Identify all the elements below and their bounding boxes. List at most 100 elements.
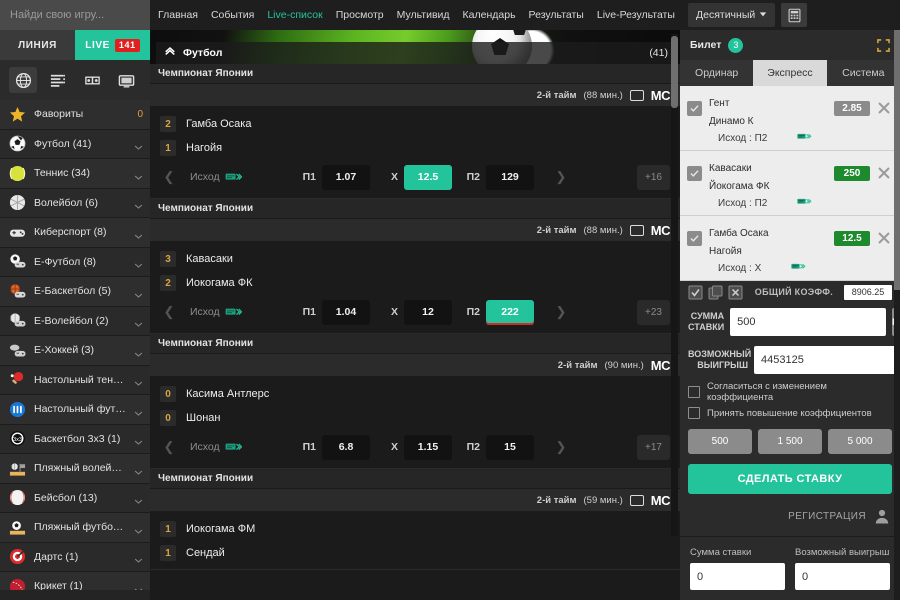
quick-amount-button-1[interactable]: 1 500: [758, 429, 822, 454]
sidebar-item-12[interactable]: Пляжный волейбол ...: [0, 454, 150, 484]
center-scrollbar-thumb[interactable]: [671, 36, 678, 108]
odds-button[interactable]: 1.07: [322, 164, 370, 190]
odds-next-button[interactable]: ❯: [555, 304, 567, 319]
match-row[interactable]: 1 Иокогама ФМ 1 Сендай: [150, 511, 680, 570]
odds-next-button[interactable]: ❯: [555, 169, 567, 184]
search-input[interactable]: [10, 9, 152, 21]
odds-button[interactable]: 12: [404, 299, 452, 325]
sidebar-item-8[interactable]: Е-Хоккей (3): [0, 336, 150, 366]
nav-item-0[interactable]: Главная: [158, 9, 198, 21]
nav-item-3[interactable]: Просмотр: [335, 9, 384, 21]
nav-item-2[interactable]: Live-список: [267, 9, 323, 21]
betslip-tab-2[interactable]: Система: [826, 60, 900, 86]
nav-item-7[interactable]: Live-Результаты: [596, 9, 675, 21]
more-markets-button[interactable]: +17: [637, 434, 670, 460]
match-row[interactable]: 2 Гамба Осака 1 Нагойя ❮ Исход П1 1.07 X 12.5 П2 12…: [150, 106, 680, 199]
betslip-tab-0[interactable]: Ординар: [680, 60, 754, 86]
sidebar-item-7[interactable]: Е-Волейбол (2): [0, 306, 150, 336]
sidebar-item-1[interactable]: Футбол (41): [0, 129, 150, 159]
chevron-down-icon[interactable]: [134, 139, 143, 151]
chevron-down-icon[interactable]: [134, 257, 143, 269]
odds-button[interactable]: 15: [486, 434, 534, 460]
bottom-stake-input[interactable]: [690, 563, 785, 590]
chevron-down-icon[interactable]: [134, 198, 143, 210]
sidebar-item-16[interactable]: Крикет (1): [0, 572, 150, 590]
sidebar-item-2[interactable]: Теннис (34): [0, 159, 150, 189]
stake-input[interactable]: [730, 308, 887, 336]
sidebar-item-3[interactable]: Волейбол (6): [0, 188, 150, 218]
win-input[interactable]: [754, 346, 900, 374]
tab-live[interactable]: LIVE 141: [75, 30, 150, 60]
expand-icon[interactable]: [877, 38, 890, 52]
sidebar-item-0[interactable]: Фавориты 0: [0, 100, 150, 130]
bet-checkbox[interactable]: [687, 101, 702, 116]
right-scrollbar[interactable]: [894, 30, 900, 600]
chevron-down-icon[interactable]: [134, 552, 143, 564]
bet-checkbox[interactable]: [687, 166, 702, 181]
accept-odds-change-row[interactable]: Согласиться с изменением коэффициента: [680, 379, 900, 405]
chevron-down-icon[interactable]: [134, 228, 143, 239]
chevron-down-icon[interactable]: [134, 523, 143, 534]
remove-bet-icon[interactable]: [876, 100, 892, 121]
odds-prev-button[interactable]: ❮: [163, 169, 175, 184]
place-bet-button[interactable]: СДЕЛАТЬ СТАВКУ: [688, 464, 892, 494]
sidebar-item-13[interactable]: Бейсбол (13): [0, 483, 150, 513]
tabletennis-icon[interactable]: [78, 67, 106, 93]
odds-button[interactable]: 222: [486, 299, 534, 325]
tab-line[interactable]: ЛИНИЯ: [0, 30, 75, 60]
tv-icon[interactable]: [629, 89, 644, 101]
tv-icon[interactable]: [629, 494, 644, 506]
accept-odds-increase-row[interactable]: Принять повышение коэффициентов: [680, 405, 900, 421]
odds-prev-button[interactable]: ❮: [163, 304, 175, 319]
odds-prev-button[interactable]: ❮: [163, 439, 175, 454]
registration-link[interactable]: РЕГИСТРАЦИЯ: [788, 510, 866, 522]
calculator-icon[interactable]: [781, 3, 808, 27]
remove-bet-icon[interactable]: [876, 165, 892, 186]
sidebar-item-15[interactable]: Дартс (1): [0, 542, 150, 572]
match-row[interactable]: 3 Кавасаки 2 Иокогама ФК ❮ Исход П1 1.04 X 12 П2 22…: [150, 241, 680, 334]
nav-item-5[interactable]: Календарь: [462, 9, 516, 21]
sidebar-item-5[interactable]: Е-Футбол (8): [0, 247, 150, 277]
nav-item-4[interactable]: Мультивид: [396, 9, 450, 21]
select-all-icon[interactable]: [688, 285, 703, 300]
chevron-down-icon[interactable]: [134, 405, 143, 416]
odds-button[interactable]: 12.5: [404, 164, 452, 190]
betslip-tab-1[interactable]: Экспресс: [753, 60, 827, 86]
bottom-win-input[interactable]: [795, 563, 890, 590]
chevron-down-icon[interactable]: [134, 375, 143, 387]
chevron-down-icon[interactable]: [134, 434, 143, 446]
sidebar-item-9[interactable]: Настольный теннис ...: [0, 365, 150, 395]
nav-item-1[interactable]: События: [210, 9, 255, 21]
odds-format-select[interactable]: Десятичный: [688, 3, 776, 27]
chevron-down-icon[interactable]: [134, 464, 143, 475]
sidebar-item-10[interactable]: Настольный футбол...: [0, 395, 150, 425]
chevron-down-icon[interactable]: [134, 316, 143, 328]
chevron-down-icon[interactable]: [134, 493, 143, 505]
tv-icon[interactable]: [113, 67, 141, 93]
more-markets-button[interactable]: +16: [637, 164, 670, 190]
clear-all-icon[interactable]: [728, 285, 743, 300]
odds-button[interactable]: 6.8: [322, 434, 370, 460]
bet-checkbox[interactable]: [687, 231, 702, 246]
globe-icon[interactable]: [9, 67, 38, 93]
banner-title-bar[interactable]: Футбол (41): [156, 42, 678, 64]
sidebar-item-6[interactable]: Е-Баскетбол (5): [0, 277, 150, 307]
accept-odds-change-checkbox[interactable]: [688, 386, 700, 398]
tv-icon[interactable]: [629, 224, 644, 236]
odds-button[interactable]: 1.15: [404, 434, 452, 460]
match-row[interactable]: 0 Касима Антлерс 0 Шонан ❮ Исход П1 6.8 X 1.15 П2 1…: [150, 376, 680, 469]
chevron-down-icon[interactable]: [134, 169, 143, 180]
list-icon[interactable]: [44, 67, 72, 93]
remove-bet-icon[interactable]: [876, 230, 892, 251]
copy-icon[interactable]: [708, 285, 723, 300]
league-header[interactable]: Чемпионат Японии: [150, 469, 680, 489]
accept-odds-increase-checkbox[interactable]: [688, 407, 700, 419]
more-markets-button[interactable]: +23: [637, 299, 670, 325]
league-header[interactable]: Чемпионат Японии: [150, 334, 680, 354]
quick-amount-button-2[interactable]: 5 000: [828, 429, 892, 454]
sidebar-item-14[interactable]: Пляжный футбол (2): [0, 513, 150, 543]
odds-next-button[interactable]: ❯: [555, 439, 567, 454]
quick-amount-button-0[interactable]: 500: [688, 429, 752, 454]
user-icon[interactable]: [874, 508, 890, 524]
odds-button[interactable]: 1.04: [322, 299, 370, 325]
